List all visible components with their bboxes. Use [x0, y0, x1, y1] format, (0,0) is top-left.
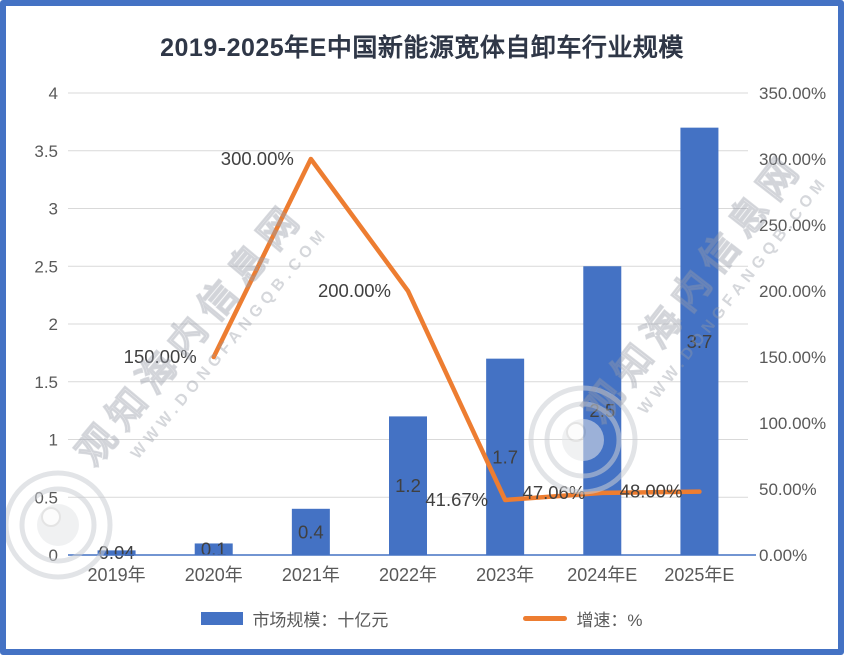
- bar: [680, 127, 719, 556]
- left-axis-tick-label: 1.5: [34, 373, 58, 392]
- line-data-label: 150.00%: [124, 346, 197, 367]
- legend-label: 市场规模：十亿元: [252, 611, 389, 630]
- x-axis-label: 2023年: [476, 565, 534, 585]
- right-axis-tick-label: 200.00%: [759, 282, 826, 301]
- x-axis-label: 2021年: [282, 565, 340, 585]
- line-data-label: 41.67%: [425, 489, 488, 510]
- legend-item-growth-rate: 增速：%: [523, 606, 643, 631]
- x-axis-label: 2024年E: [567, 565, 637, 585]
- growth-line: [211, 156, 702, 503]
- line-data-label: 47.06%: [523, 482, 586, 503]
- left-axis-tick-label: 3.5: [34, 142, 58, 161]
- left-axis-tick-label: 0.5: [34, 488, 58, 507]
- right-axis-tick-label: 50.00%: [759, 480, 817, 499]
- bar: [291, 508, 330, 555]
- bar-data-label: 0.1: [201, 539, 227, 560]
- right-axis-tick-label: 350.00%: [759, 84, 826, 103]
- x-axis-label: 2022年: [379, 565, 437, 585]
- left-axis-tick-label: 4: [49, 84, 58, 103]
- left-axis-tick-label: 0: [49, 546, 58, 565]
- line-data-label: 48.00%: [620, 481, 683, 502]
- bar-data-label: 1.2: [395, 475, 421, 496]
- chart-title: 2019-2025年E中国新能源宽体自卸车行业规模: [160, 34, 684, 62]
- line-series-swatch-icon: [523, 616, 568, 621]
- combo-chart: 0 0.5 1 1.5 2 2.5 3 3.5 4 0.00% 50.00% 100.00% 150.0…: [34, 84, 826, 585]
- bar-data-label: 0.04: [99, 542, 135, 563]
- legend-item-market-size: 市场规模：十亿元: [201, 606, 388, 631]
- left-axis-tick-label: 2: [49, 315, 58, 334]
- bar: [194, 543, 233, 555]
- bar-data-label: 0.4: [298, 521, 324, 542]
- x-axis-label: 2020年: [185, 565, 243, 585]
- right-axis-tick-label: 300.00%: [759, 150, 826, 169]
- x-axis-label: 2025年E: [664, 565, 734, 585]
- bar: [97, 550, 136, 555]
- bar-series-swatch-icon: [201, 612, 244, 625]
- bar-data-label: 3.7: [687, 331, 713, 352]
- bar: [389, 416, 427, 555]
- right-axis-tick-label: 0.00%: [759, 546, 807, 565]
- legend-label: 增速：%: [576, 611, 643, 630]
- left-axis-tick-label: 2.5: [34, 257, 58, 276]
- right-axis-tick-label: 250.00%: [759, 216, 826, 235]
- bar: [486, 358, 525, 555]
- right-axis-tick-label: 100.00%: [759, 414, 826, 433]
- line-data-label: 300.00%: [221, 148, 294, 169]
- left-axis-tick-label: 1: [49, 431, 58, 450]
- left-axis-tick-label: 3: [49, 200, 58, 219]
- bar-data-label: 1.7: [492, 446, 518, 467]
- right-axis-tick-label: 150.00%: [759, 348, 826, 367]
- x-axis-label: 2019年: [88, 565, 146, 585]
- line-data-label: 200.00%: [318, 280, 391, 301]
- chart-legend: 市场规模：十亿元 增速：%: [6, 606, 838, 631]
- bar-data-label: 2.5: [589, 400, 615, 421]
